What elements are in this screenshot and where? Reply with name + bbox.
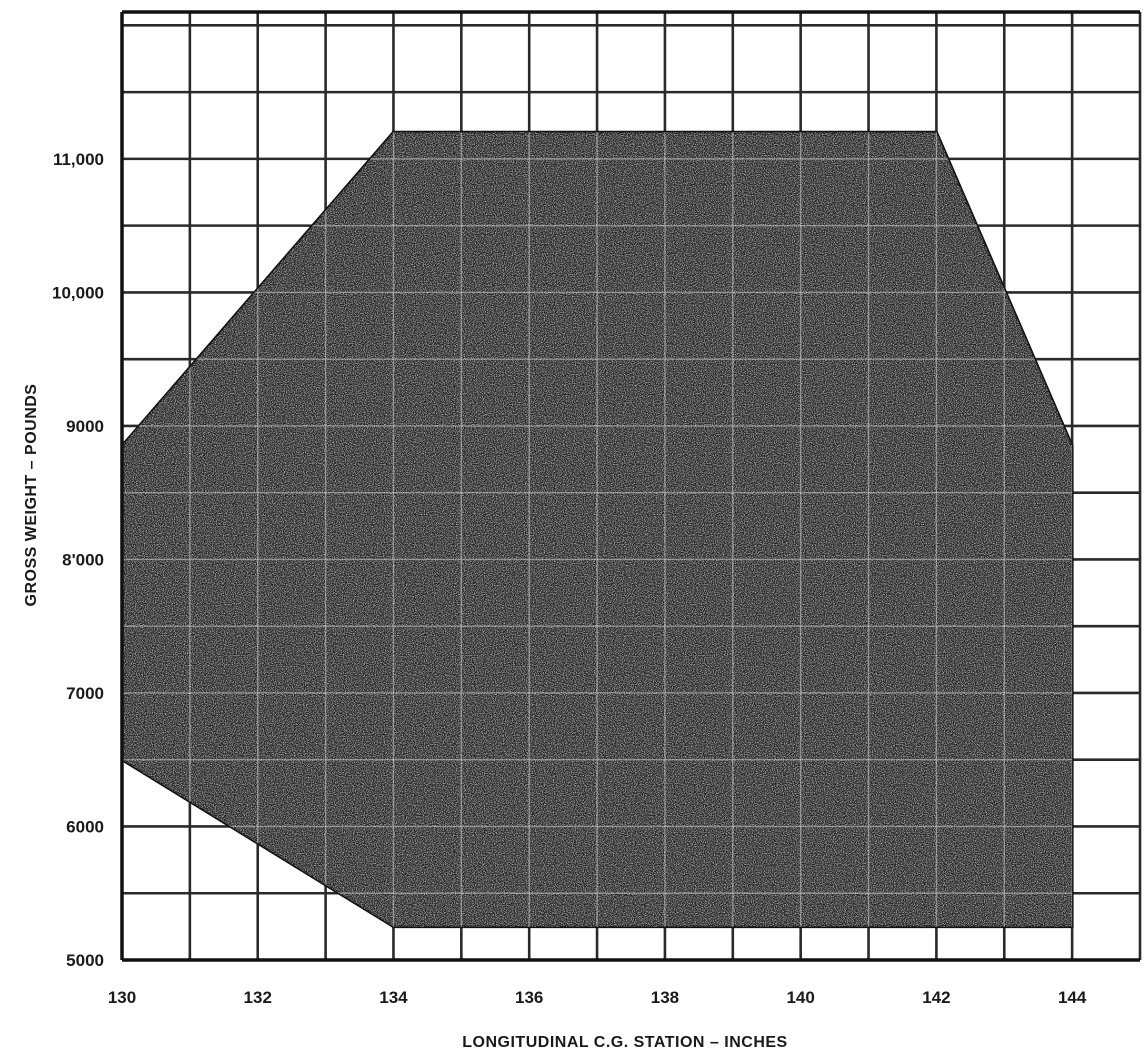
x-tick-label: 144: [1058, 988, 1087, 1007]
y-tick-label: 8'000: [62, 550, 104, 569]
x-axis-label: LONGITUDINAL C.G. STATION – INCHES: [462, 1034, 787, 1051]
y-tick-label: 6000: [66, 817, 104, 836]
y-tick-label: 10,000: [52, 283, 104, 302]
plot-frame: [120, 10, 1140, 962]
y-tick-label: 7000: [66, 684, 104, 703]
x-tick-label: 134: [379, 988, 408, 1007]
x-tick-label: 132: [244, 988, 272, 1007]
envelope-texture: [122, 132, 1073, 927]
x-tick-label: 130: [108, 988, 136, 1007]
y-axis-label: GROSS WEIGHT – POUNDS: [23, 384, 40, 607]
y-tick-label: 11,000: [53, 150, 104, 169]
speckle-overlay: [122, 132, 1073, 927]
x-tick-label: 140: [786, 988, 814, 1007]
y-tick-labels: 5000 6000 7000 8'000 9000 10,000 11,000: [52, 150, 104, 970]
x-tick-labels: 130 132 134 136 138 140 142 144: [108, 988, 1087, 1007]
y-tick-label: 5000: [66, 951, 104, 970]
x-tick-label: 142: [922, 988, 950, 1007]
cg-envelope: [120, 130, 1074, 929]
y-tick-label: 9000: [66, 417, 104, 436]
x-tick-label: 136: [515, 988, 543, 1007]
x-tick-label: 138: [651, 988, 679, 1007]
